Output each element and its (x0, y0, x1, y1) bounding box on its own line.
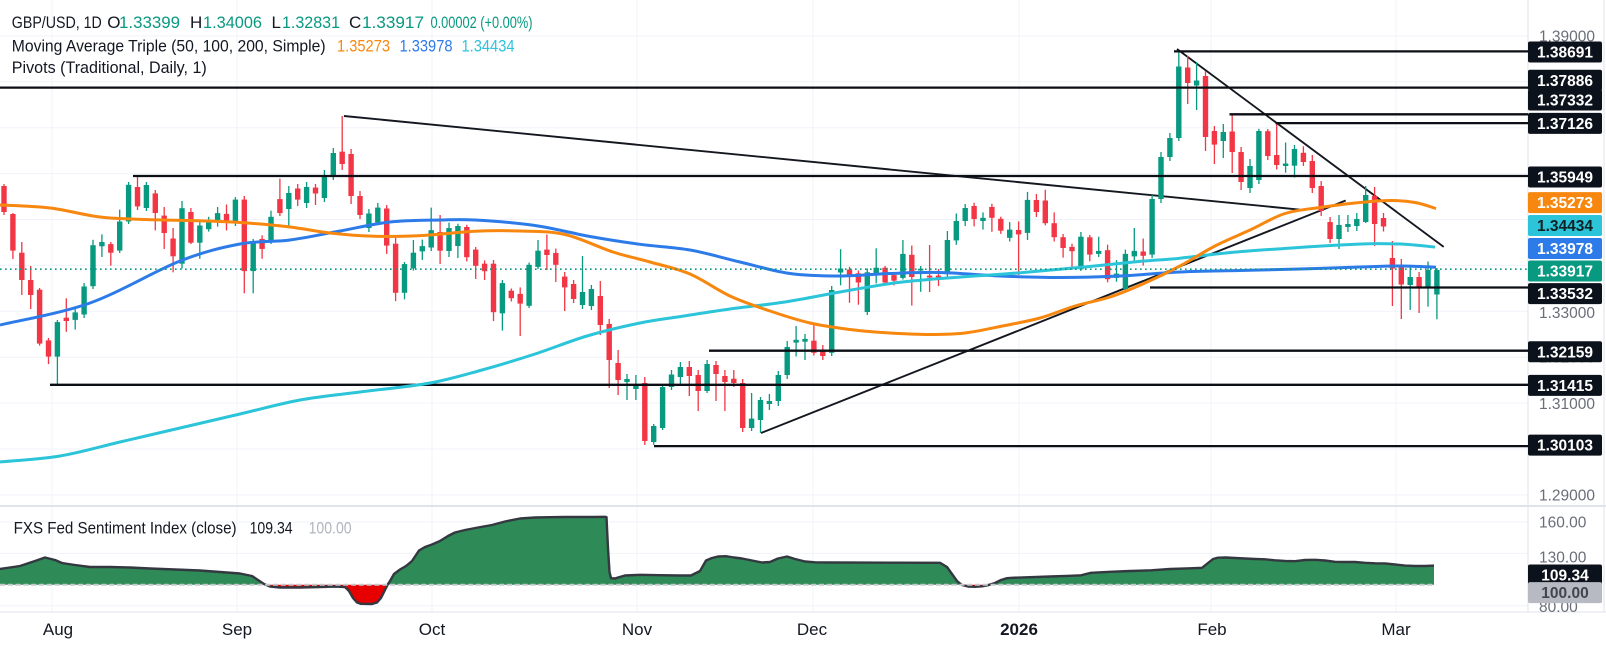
svg-text:Nov: Nov (622, 620, 653, 639)
svg-text:1.37332: 1.37332 (1537, 93, 1593, 110)
svg-text:1.33532: 1.33532 (1537, 286, 1593, 303)
svg-text:1.35273: 1.35273 (337, 37, 390, 56)
svg-text:109.34: 109.34 (250, 519, 293, 538)
svg-text:100.00: 100.00 (1541, 585, 1588, 602)
svg-text:L: L (272, 13, 281, 32)
svg-text:1.38691: 1.38691 (1537, 45, 1593, 62)
svg-text:1.33917: 1.33917 (1537, 264, 1593, 281)
svg-text:1.37886: 1.37886 (1537, 73, 1593, 90)
svg-text:Oct: Oct (419, 620, 446, 639)
svg-text:1.29000: 1.29000 (1539, 487, 1595, 504)
svg-text:160.00: 160.00 (1539, 515, 1587, 532)
svg-text:Sep: Sep (222, 620, 252, 639)
svg-text:Aug: Aug (43, 620, 73, 639)
svg-text:FXS Fed Sentiment Index (close: FXS Fed Sentiment Index (close) (14, 519, 237, 538)
svg-text:1.35949: 1.35949 (1537, 170, 1593, 187)
svg-text:80.00: 80.00 (1539, 599, 1578, 616)
svg-text:1.30103: 1.30103 (1537, 438, 1593, 455)
svg-text:1.33399: 1.33399 (119, 13, 180, 32)
svg-text:1.33917: 1.33917 (362, 13, 424, 32)
svg-text:Feb: Feb (1197, 620, 1226, 639)
svg-text:1.32831: 1.32831 (282, 13, 340, 32)
svg-text:Dec: Dec (797, 620, 828, 639)
svg-text:H: H (190, 13, 202, 32)
svg-text:Mar: Mar (1381, 620, 1411, 639)
svg-text:1.37126: 1.37126 (1537, 116, 1593, 133)
svg-text:C: C (349, 13, 361, 32)
svg-text:130.00: 130.00 (1539, 550, 1587, 567)
svg-text:109.34: 109.34 (1541, 568, 1589, 585)
svg-text:100.00: 100.00 (309, 519, 352, 538)
svg-text:1.33978: 1.33978 (1537, 241, 1593, 258)
svg-text:1.39000: 1.39000 (1539, 28, 1595, 45)
svg-text:1.31000: 1.31000 (1539, 396, 1595, 413)
svg-text:0.00002 (+0.00%): 0.00002 (+0.00%) (431, 13, 533, 32)
svg-text:2026: 2026 (1000, 620, 1038, 639)
svg-text:O: O (107, 13, 120, 32)
svg-text:1.34434: 1.34434 (462, 37, 515, 56)
svg-text:1.35273: 1.35273 (1537, 195, 1593, 212)
svg-text:Pivots (Traditional, Daily, 1): Pivots (Traditional, Daily, 1) (12, 58, 207, 77)
svg-text:GBP/USD, 1D: GBP/USD, 1D (12, 13, 102, 32)
svg-text:1.34434: 1.34434 (1537, 218, 1593, 235)
svg-text:Moving Average Triple (50, 100: Moving Average Triple (50, 100, 200, Sim… (12, 37, 326, 56)
svg-text:1.33978: 1.33978 (400, 37, 453, 56)
svg-text:1.34006: 1.34006 (203, 13, 262, 32)
svg-text:1.31415: 1.31415 (1537, 378, 1593, 395)
svg-text:1.33000: 1.33000 (1539, 305, 1595, 322)
svg-text:1.32159: 1.32159 (1537, 344, 1593, 361)
